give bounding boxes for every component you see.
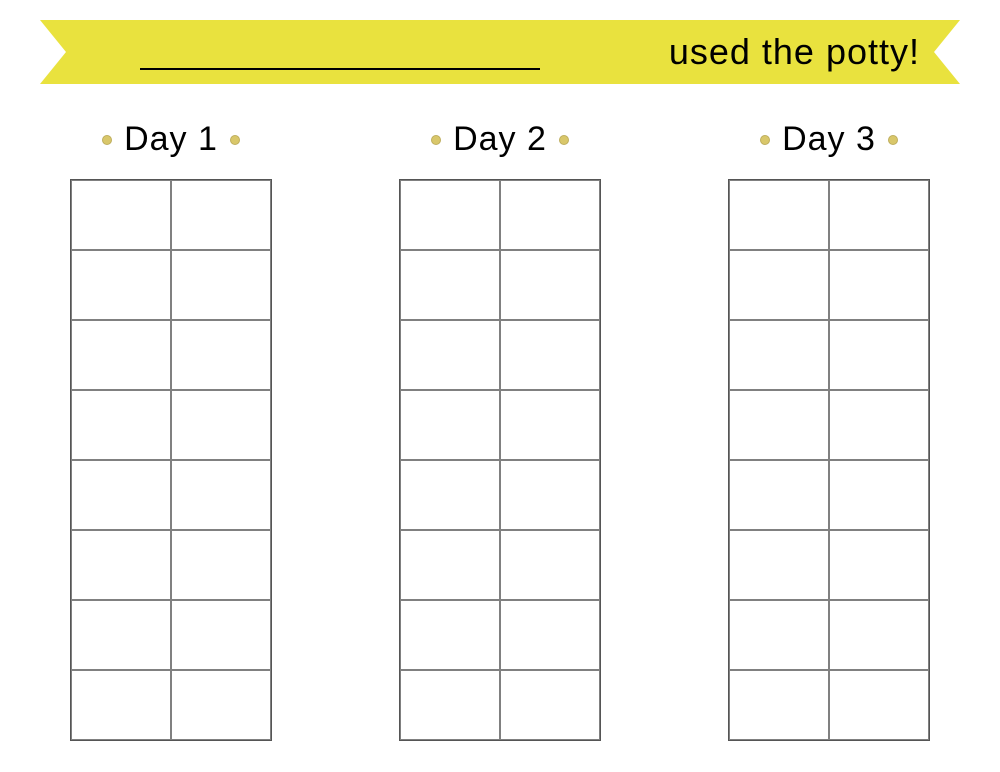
grid-row [71, 670, 271, 740]
grid-cell [829, 250, 929, 320]
name-blank-line [140, 68, 540, 70]
grid-cell [729, 250, 829, 320]
grid-cell [500, 180, 600, 250]
grid-cell [71, 600, 171, 670]
grid-row [71, 320, 271, 390]
grid-cell [729, 530, 829, 600]
tracking-grid-3 [728, 179, 930, 741]
tracking-grid-1 [70, 179, 272, 741]
grid-row [71, 460, 271, 530]
dot-icon [559, 135, 569, 145]
grid-cell [500, 460, 600, 530]
banner-title: used the potty! [669, 31, 920, 73]
grid-row [400, 390, 600, 460]
dot-icon [888, 135, 898, 145]
grid-cell [829, 600, 929, 670]
grid-row [71, 390, 271, 460]
grid-cell [71, 390, 171, 460]
grid-cell [400, 180, 500, 250]
banner-body: used the potty! [40, 20, 960, 84]
grid-cell [171, 670, 271, 740]
grid-row [400, 250, 600, 320]
banner-notch-left [40, 20, 66, 84]
grid-cell [71, 250, 171, 320]
grid-row [729, 600, 929, 670]
grid-cell [500, 600, 600, 670]
grid-cell [729, 320, 829, 390]
grid-cell [400, 670, 500, 740]
grid-cell [729, 600, 829, 670]
grid-cell [400, 390, 500, 460]
grid-cell [400, 250, 500, 320]
grid-row [400, 180, 600, 250]
dot-icon [230, 135, 240, 145]
banner-notch-right [934, 20, 960, 84]
tracking-grid-2 [399, 179, 601, 741]
grid-cell [71, 180, 171, 250]
grid-cell [500, 530, 600, 600]
grid-cell [71, 460, 171, 530]
grid-row [729, 390, 929, 460]
grid-row [729, 530, 929, 600]
grid-row [729, 460, 929, 530]
dot-icon [431, 135, 441, 145]
day-column-3: Day 3 [728, 120, 930, 741]
grid-cell [729, 390, 829, 460]
grid-cell [171, 320, 271, 390]
grid-cell [829, 530, 929, 600]
grid-cell [829, 320, 929, 390]
grid-cell [171, 600, 271, 670]
grid-cell [171, 460, 271, 530]
grid-cell [171, 250, 271, 320]
day-header-1: Day 1 [102, 120, 240, 159]
grid-row [71, 250, 271, 320]
grid-cell [729, 670, 829, 740]
grid-row [729, 320, 929, 390]
grid-row [400, 530, 600, 600]
grid-cell [829, 460, 929, 530]
grid-row [729, 250, 929, 320]
dot-icon [102, 135, 112, 145]
grid-row [729, 180, 929, 250]
grid-cell [171, 530, 271, 600]
grid-row [71, 600, 271, 670]
day-label: Day 1 [124, 120, 218, 159]
title-banner: used the potty! [40, 20, 960, 84]
grid-row [400, 600, 600, 670]
grid-row [71, 530, 271, 600]
day-header-2: Day 2 [431, 120, 569, 159]
day-header-3: Day 3 [760, 120, 898, 159]
grid-cell [71, 670, 171, 740]
grid-cell [400, 460, 500, 530]
grid-cell [400, 600, 500, 670]
grid-cell [400, 320, 500, 390]
grid-cell [400, 530, 500, 600]
dot-icon [760, 135, 770, 145]
grid-row [400, 670, 600, 740]
grid-row [400, 460, 600, 530]
grid-cell [729, 180, 829, 250]
grid-row [400, 320, 600, 390]
grid-cell [729, 460, 829, 530]
grid-cell [829, 180, 929, 250]
grid-cell [171, 180, 271, 250]
grid-cell [500, 670, 600, 740]
grid-cell [500, 250, 600, 320]
grid-cell [500, 320, 600, 390]
grid-row [729, 670, 929, 740]
day-column-2: Day 2 [399, 120, 601, 741]
grid-cell [829, 670, 929, 740]
grid-cell [500, 390, 600, 460]
day-columns: Day 1 Day 2 Day 3 [70, 120, 930, 741]
grid-cell [71, 320, 171, 390]
grid-cell [171, 390, 271, 460]
grid-row [71, 180, 271, 250]
day-label: Day 2 [453, 120, 547, 159]
day-column-1: Day 1 [70, 120, 272, 741]
day-label: Day 3 [782, 120, 876, 159]
grid-cell [71, 530, 171, 600]
grid-cell [829, 390, 929, 460]
